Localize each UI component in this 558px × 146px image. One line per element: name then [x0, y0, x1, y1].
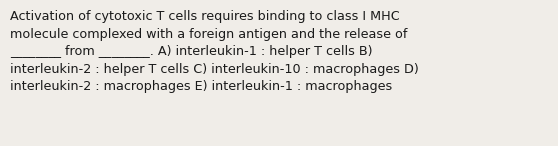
Text: Activation of cytotoxic T cells requires binding to class I MHC
molecule complex: Activation of cytotoxic T cells requires… — [10, 10, 419, 93]
